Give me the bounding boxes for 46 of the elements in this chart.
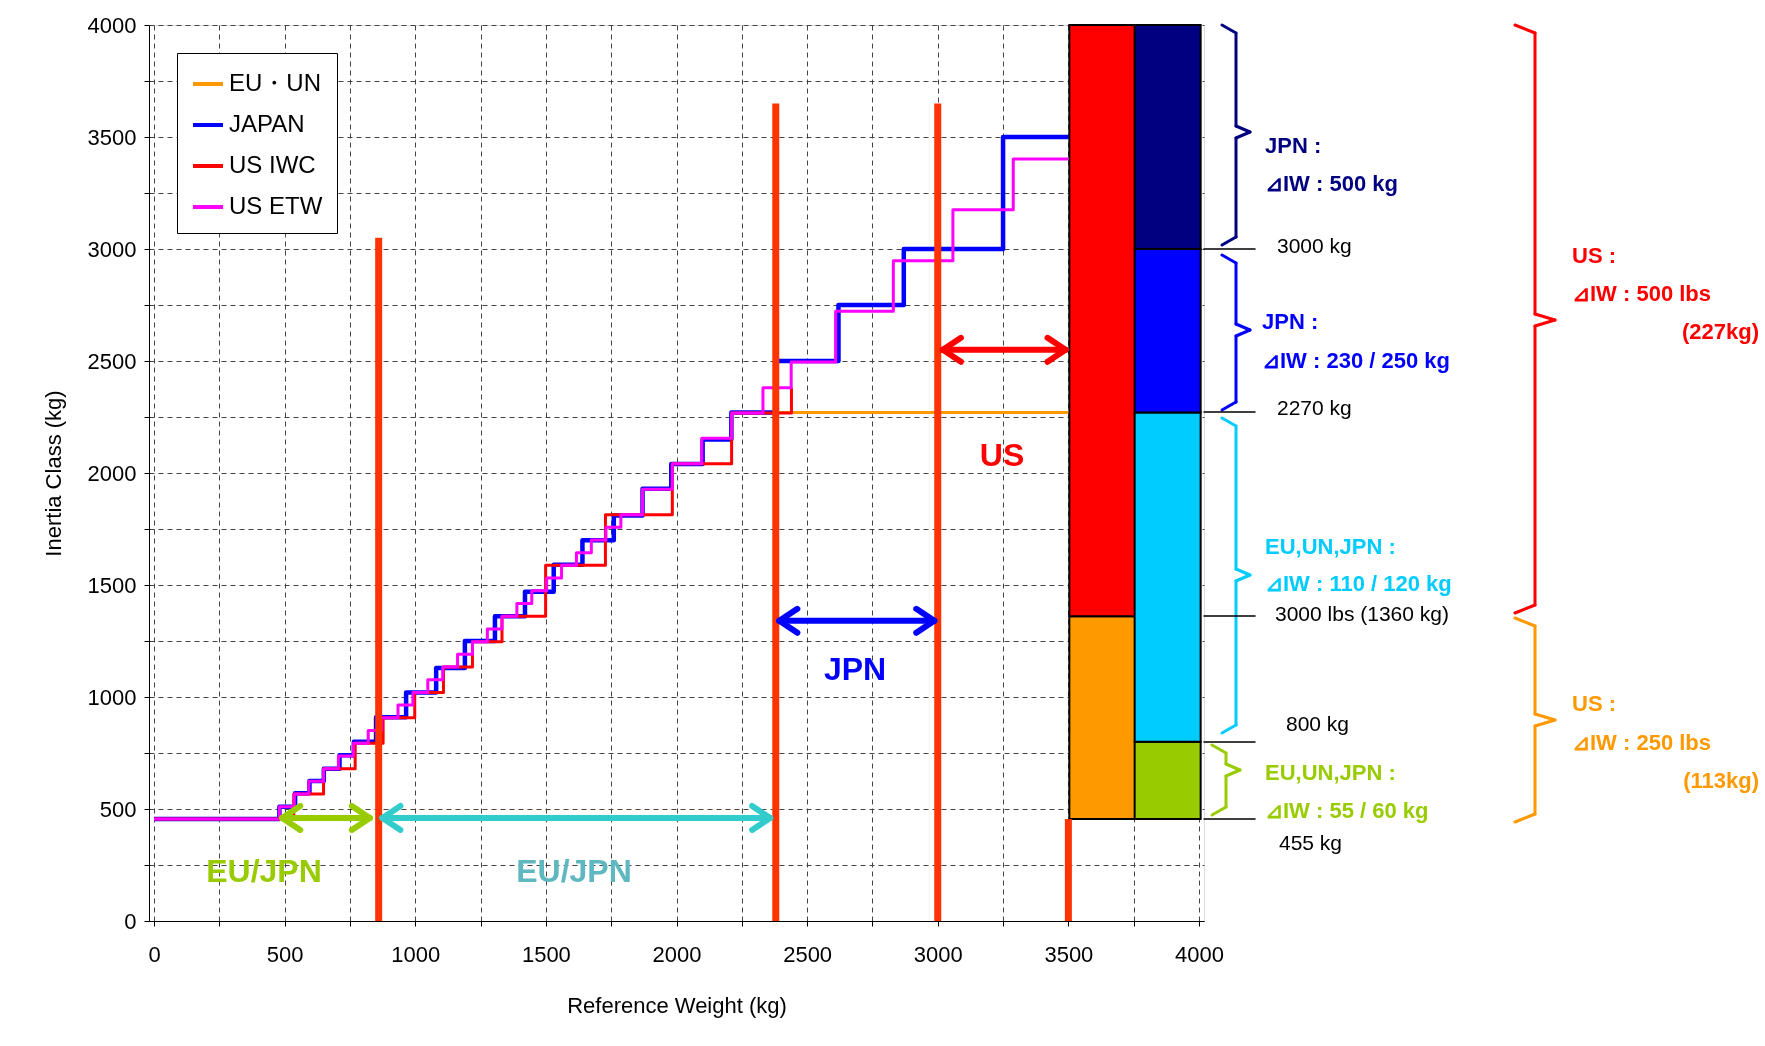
x-tick-label: 4000	[1175, 941, 1224, 967]
text: ⊿IW : 230 / 250 kg	[1262, 348, 1450, 373]
text: (113kg)	[1683, 768, 1759, 793]
text: 3000 lbs (1360 kg)	[1275, 602, 1449, 625]
text: EU,UN,JPN :	[1265, 534, 1396, 559]
text: 2270 kg	[1277, 396, 1352, 419]
y-tick-label: 3500	[87, 124, 137, 150]
text: EU,UN,JPN :	[1265, 760, 1396, 785]
y-tick-label: 1500	[87, 572, 137, 598]
text: 800 kg	[1286, 712, 1350, 735]
text: US :	[1572, 691, 1616, 716]
legend-label: US IWC	[229, 151, 316, 178]
y-tick-label: 1000	[87, 684, 137, 710]
text: ⊿IW : 250 lbs	[1572, 730, 1712, 755]
text: (227kg)	[1681, 319, 1759, 344]
text: ⊿IW : 110 / 120 kg	[1265, 571, 1452, 596]
annotation: JPN	[823, 651, 887, 687]
x-tick-label: 3000	[913, 941, 963, 967]
x-tick-label: 2500	[783, 941, 833, 967]
x-tick-label: 500	[266, 941, 304, 967]
y-tick-label: 3000	[87, 236, 137, 262]
text: 3000 kg	[1277, 234, 1352, 257]
annotation: EU/JPN	[206, 853, 322, 889]
x-tick-label: 3500	[1044, 941, 1094, 967]
legend-label: US ETW	[229, 192, 323, 219]
y-tick-label: 4000	[87, 12, 137, 38]
y-tick-label: 0	[124, 908, 137, 934]
y-tick-label: 500	[99, 796, 137, 822]
text: US :	[1572, 243, 1616, 268]
x-tick-label: 2000	[652, 941, 702, 967]
text: JPN :	[1265, 133, 1322, 158]
x-tick-label: 1000	[391, 941, 441, 967]
text: JPN :	[1262, 309, 1319, 334]
y-axis-title: Inertia Class (kg)	[40, 390, 66, 557]
x-tick-label: 1500	[521, 941, 571, 967]
x-tick-label: 0	[148, 941, 161, 967]
y-tick-label: 2500	[87, 348, 137, 374]
x-axis-title: Reference Weight (kg)	[567, 992, 787, 1018]
text: ⊿IW : 500 lbs	[1572, 281, 1712, 306]
text: ⊿IW : 55 / 60 kg	[1265, 798, 1429, 823]
annotation: US	[979, 437, 1025, 473]
legend-label: JAPAN	[229, 110, 305, 137]
y-tick-label: 2000	[87, 460, 137, 486]
text: 455 kg	[1279, 831, 1343, 854]
text: ⊿IW : 500 kg	[1265, 171, 1398, 196]
legend-label: EU・UN	[229, 69, 322, 96]
